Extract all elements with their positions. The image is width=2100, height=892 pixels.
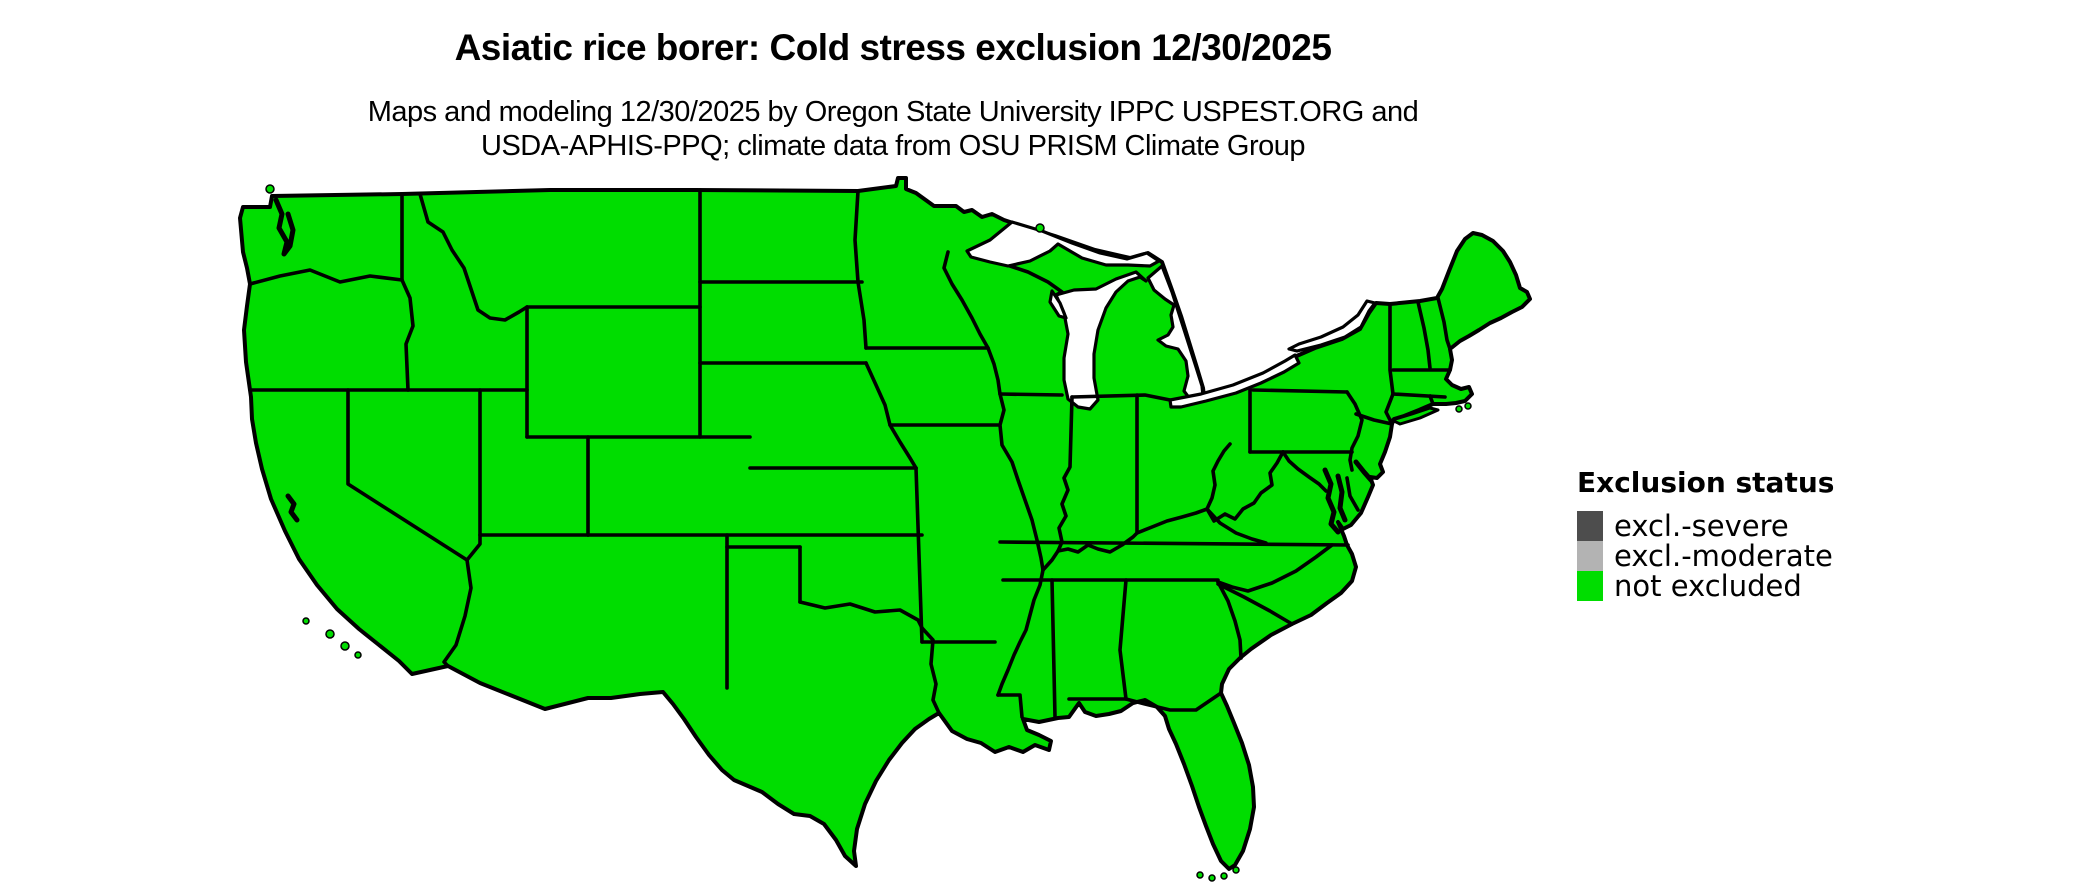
state-border-37 <box>1345 390 1364 472</box>
great-lake-4 <box>1168 353 1301 409</box>
state-border-19 <box>914 466 924 644</box>
state-border-24 <box>798 600 924 630</box>
us-outline <box>238 176 1532 871</box>
state-border-41 <box>1205 507 1268 545</box>
legend-items: excl.-severe excl.-moderate not excluded <box>1577 511 1997 601</box>
state-border-42 <box>998 540 1350 547</box>
island-6 <box>1196 871 1204 879</box>
waterway-3 <box>1353 459 1374 483</box>
state-border-57 <box>1008 264 1064 297</box>
legend-heading: Exclusion status <box>1577 466 1835 499</box>
map-subtitle-line1: Maps and modeling 12/30/2025 by Oregon S… <box>367 96 1419 128</box>
waterway-4 <box>285 493 300 523</box>
state-border-39 <box>1281 450 1328 493</box>
great-lake-2 <box>1048 289 1068 320</box>
title-block: Asiatic rice borer: Cold stress exclusio… <box>0 0 1786 163</box>
island-7 <box>1208 874 1216 882</box>
state-border-14 <box>853 189 868 350</box>
state-border-45 <box>1050 578 1057 719</box>
state-border-52 <box>1416 300 1432 370</box>
great-lake-5 <box>1287 299 1377 353</box>
state-border-38 <box>1354 412 1394 426</box>
state-border-30 <box>1056 395 1074 553</box>
state-border-29 <box>998 392 1064 397</box>
state-border-31 <box>1041 442 1232 572</box>
legend-item-excluded-severe: excl.-severe <box>1577 511 1997 541</box>
island-0 <box>325 629 335 639</box>
great-lake-1 <box>1054 270 1148 411</box>
state-border-28 <box>996 693 1024 719</box>
legend-item-not-excluded: not excluded <box>1577 571 1997 601</box>
island-9 <box>1232 866 1240 874</box>
legend-item-excluded-moderate: excl.-moderate <box>1577 541 1997 571</box>
state-border-40 <box>1205 450 1285 523</box>
state-border-5 <box>346 388 473 668</box>
island-10 <box>1035 223 1045 233</box>
island-4 <box>1455 405 1463 413</box>
great-lake-3 <box>1146 264 1205 405</box>
state-border-56 <box>1428 394 1435 406</box>
state-border-50 <box>1345 476 1360 512</box>
state-border-36 <box>1251 388 1349 394</box>
state-border-49 <box>1216 582 1294 626</box>
state-border-25 <box>920 626 941 715</box>
state-border-48 <box>1216 580 1243 660</box>
state-border-6 <box>465 388 482 562</box>
map-subtitle-line2: USDA-APHIS-PPQ; climate data from OSU PR… <box>481 130 1306 162</box>
island-1 <box>340 641 350 651</box>
legend-swatch-excluded-moderate <box>1577 541 1603 571</box>
map-title: Asiatic rice borer: Cold stress exclusio… <box>454 27 1332 68</box>
waterway-1 <box>1322 467 1341 535</box>
state-border-32 <box>1070 393 1172 402</box>
state-border-2 <box>418 192 529 322</box>
legend-swatch-excluded-severe <box>1577 511 1603 541</box>
island-8 <box>1220 872 1228 880</box>
legend-label: excl.-severe <box>1614 509 1789 543</box>
legend-label: not excluded <box>1614 569 1802 603</box>
island-path-0 <box>1390 406 1440 426</box>
state-border-43 <box>1216 543 1334 593</box>
great-lake-0 <box>965 220 1161 268</box>
island-3 <box>302 617 310 625</box>
waterway-0 <box>273 197 296 257</box>
state-border-27 <box>942 250 1045 697</box>
state-border-47 <box>1067 691 1223 712</box>
state-border-0 <box>248 268 404 286</box>
island-11 <box>265 184 275 194</box>
legend: Exclusion status excl.-severe excl.-moder… <box>1577 466 1997 601</box>
state-border-54 <box>1436 296 1452 351</box>
state-border-1 <box>400 192 415 392</box>
waterway-2 <box>1335 473 1348 523</box>
island-5 <box>1464 402 1472 410</box>
state-border-55 <box>1391 392 1447 399</box>
island-2 <box>354 651 362 659</box>
legend-label: excl.-moderate <box>1614 539 1833 573</box>
state-border-46 <box>1118 578 1128 701</box>
legend-swatch-not-excluded <box>1577 571 1603 601</box>
